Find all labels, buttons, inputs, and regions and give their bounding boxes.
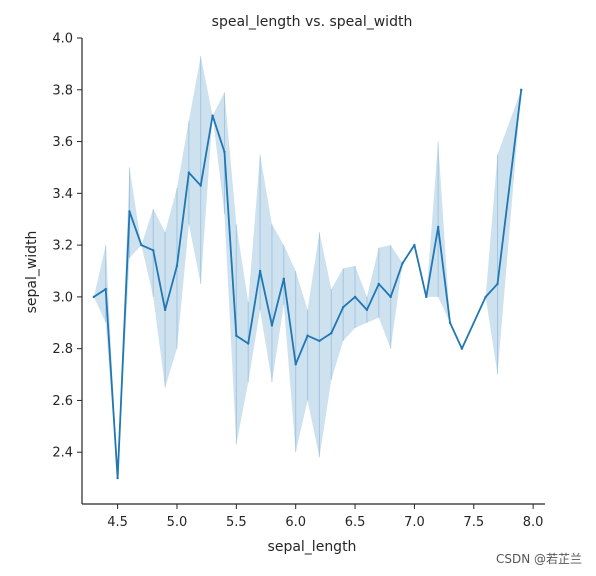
- x-tick-label: 7.5: [463, 515, 484, 530]
- data-point: [425, 295, 428, 299]
- data-point: [413, 243, 416, 247]
- data-point: [377, 282, 380, 286]
- data-point: [258, 269, 262, 273]
- data-point: [484, 295, 487, 299]
- y-ticks: 2.4 2.6 2.8 3.0 3.2 3.4 3.6 3.8 4.0: [52, 32, 82, 461]
- data-point: [282, 277, 286, 280]
- x-tick-label: 6.5: [345, 515, 366, 530]
- x-tick-label: 5.5: [226, 515, 247, 530]
- x-tick-label: 7.0: [404, 515, 425, 530]
- data-point: [365, 308, 369, 312]
- data-point: [187, 171, 191, 174]
- data-point: [306, 334, 309, 337]
- y-tick-label: 3.8: [52, 83, 73, 98]
- data-point: [163, 308, 167, 312]
- data-point: [401, 262, 404, 265]
- y-tick-label: 3.2: [52, 239, 73, 254]
- data-point: [128, 210, 131, 213]
- x-axis-label: sepal_length: [268, 539, 357, 555]
- x-tick-label: 6.0: [285, 515, 306, 530]
- data-point: [175, 264, 179, 268]
- data-point: [247, 342, 250, 345]
- data-point: [116, 476, 119, 480]
- data-point: [436, 225, 440, 229]
- y-tick-label: 3.6: [52, 135, 73, 150]
- data-point: [92, 295, 96, 299]
- y-tick-label: 2.4: [52, 446, 73, 461]
- y-tick-label: 2.8: [52, 342, 73, 357]
- data-point: [140, 243, 143, 247]
- data-point: [496, 282, 499, 286]
- data-point: [341, 306, 345, 309]
- line-layer: [92, 88, 523, 480]
- x-ticks: 4.5 5.0 5.5 6.0 6.5 7.0 7.5 8.0: [107, 504, 543, 530]
- ci-band: [93, 56, 522, 479]
- y-tick-label: 4.0: [52, 32, 73, 47]
- x-tick-label: 5.0: [167, 515, 188, 530]
- data-point: [389, 295, 392, 299]
- data-point: [223, 150, 226, 154]
- data-point: [520, 88, 523, 91]
- data-point: [152, 249, 155, 252]
- data-point: [294, 363, 297, 366]
- data-point: [211, 114, 214, 117]
- ci-band-layer: [93, 56, 522, 479]
- data-point: [330, 331, 333, 335]
- data-point: [318, 339, 321, 343]
- data-point: [199, 184, 202, 187]
- data-point: [104, 287, 107, 291]
- y-tick-label: 2.6: [52, 394, 73, 409]
- y-tick-label: 3.0: [52, 290, 73, 305]
- data-point: [353, 295, 357, 299]
- y-tick-label: 3.4: [52, 187, 73, 202]
- data-point: [448, 321, 452, 324]
- watermark: CSDN @若芷兰: [495, 552, 582, 566]
- chart-title: speal_length vs. speal_width: [212, 14, 413, 30]
- data-point: [460, 347, 464, 350]
- data-point: [270, 324, 274, 327]
- x-tick-label: 4.5: [107, 515, 128, 530]
- x-tick-label: 8.0: [523, 515, 544, 530]
- axes: [81, 38, 545, 505]
- y-axis-label: sepal_width: [24, 231, 40, 314]
- data-point: [235, 334, 238, 337]
